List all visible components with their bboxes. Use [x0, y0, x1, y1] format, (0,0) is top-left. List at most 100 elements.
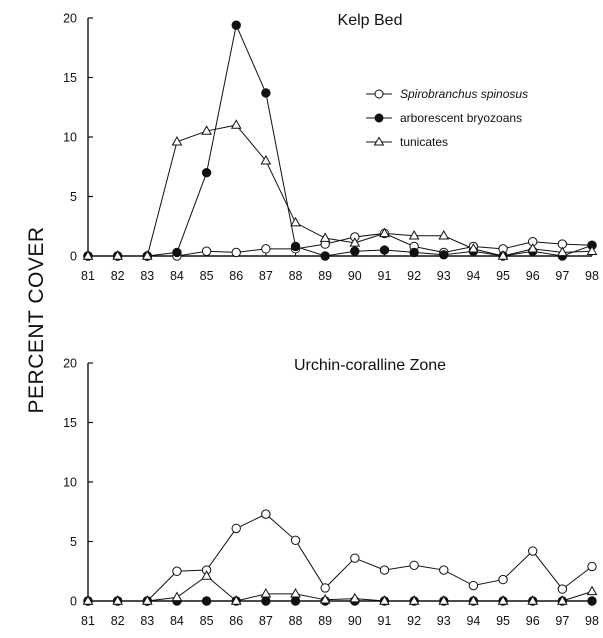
legend: Spirobranchus spinosus arborescent bryoz… — [366, 87, 528, 149]
open-triangle-data-point — [586, 585, 598, 596]
x-tick-label: 90 — [348, 614, 362, 628]
series-line — [88, 513, 593, 602]
open-circle-data-point — [261, 509, 271, 519]
x-tick-label: 85 — [200, 614, 214, 628]
open-triangle-data-point — [438, 595, 450, 605]
x-tick-label: 84 — [170, 614, 184, 628]
x-tick-label: 85 — [200, 269, 214, 283]
open-triangle-data-point — [82, 595, 94, 605]
open-triangle-data-point — [141, 595, 153, 605]
open-triangle-data-point — [527, 595, 539, 605]
open-triangle-data-point — [468, 243, 479, 253]
filled-circle-data-point — [231, 20, 241, 30]
open-circle-data-point — [290, 535, 301, 546]
open-triangle-data-point — [556, 595, 568, 605]
filled-circle-data-point — [409, 247, 419, 258]
legend-label: tunicates — [400, 135, 448, 149]
open-circle-data-point — [409, 560, 419, 570]
open-triangle-data-point — [290, 588, 301, 598]
open-triangle-data-point — [112, 595, 124, 605]
x-tick-label: 83 — [140, 614, 154, 628]
filled-circle-marker-icon — [374, 113, 384, 123]
legend-item-tunicates: tunicates — [366, 135, 448, 149]
x-tick-label: 87 — [259, 269, 273, 283]
x-tick-label: 95 — [496, 269, 510, 283]
y-tick-label: 5 — [70, 535, 77, 549]
filled-circle-data-point — [261, 596, 271, 606]
open-triangle-marker-icon — [373, 136, 385, 146]
open-triangle-data-point — [408, 595, 420, 605]
open-circle-data-point — [261, 244, 271, 254]
open-circle-data-point — [201, 246, 212, 256]
x-tick-label: 83 — [140, 269, 154, 283]
filled-circle-data-point — [320, 251, 330, 261]
open-triangle-data-point — [349, 237, 361, 247]
y-tick-label: 0 — [70, 250, 77, 264]
filled-circle-data-point — [439, 250, 449, 260]
legend-item-spirobranchus: Spirobranchus spinosus — [366, 87, 528, 101]
filled-circle-data-point — [201, 168, 212, 178]
x-tick-label: 91 — [378, 269, 392, 283]
x-tick-label: 84 — [170, 269, 184, 283]
open-circle-data-point — [468, 580, 479, 591]
x-tick-label: 93 — [437, 269, 451, 283]
open-circle-data-point — [320, 583, 330, 593]
y-tick-label: 10 — [63, 131, 77, 145]
filled-circle-data-point — [379, 245, 390, 255]
open-triangle-data-point — [408, 229, 420, 240]
y-tick-label: 0 — [70, 595, 77, 609]
filled-circle-data-point — [290, 241, 301, 252]
open-triangle-data-point — [171, 591, 183, 602]
filled-circle-data-point — [172, 247, 182, 258]
x-tick-label: 86 — [229, 269, 243, 283]
filled-circle-data-point — [350, 246, 360, 256]
open-triangle-data-point — [438, 229, 450, 240]
open-triangle-data-point — [497, 595, 509, 605]
x-tick-label: 96 — [526, 614, 540, 628]
open-circle-data-point — [498, 574, 508, 585]
open-circle-data-point — [528, 546, 538, 556]
open-circle-data-point — [231, 247, 241, 258]
x-tick-label: 94 — [466, 614, 480, 628]
open-circle-data-point — [379, 565, 390, 575]
y-axis-label: PERCENT COVER — [25, 227, 48, 414]
series-line — [88, 23, 593, 257]
y-tick-label: 5 — [70, 190, 77, 204]
y-tick-label: 15 — [63, 71, 77, 85]
open-circle-data-point — [172, 566, 182, 576]
x-tick-label: 81 — [81, 269, 95, 283]
open-triangle-data-point — [201, 570, 212, 580]
x-tick-label: 97 — [555, 614, 569, 628]
x-tick-label: 94 — [466, 269, 480, 283]
filled-circle-data-point — [290, 596, 301, 606]
open-circle-data-point — [231, 523, 241, 534]
open-triangle-data-point — [319, 232, 331, 242]
open-triangle-data-point — [260, 154, 272, 165]
open-triangle-data-point — [468, 595, 479, 605]
open-triangle-data-point — [527, 243, 539, 253]
open-circle-data-point — [587, 561, 597, 572]
panel-title: Urchin-coralline Zone — [294, 357, 446, 374]
open-triangle-data-point — [82, 250, 94, 260]
y-tick-label: 20 — [63, 357, 77, 371]
x-tick-label: 82 — [111, 269, 125, 283]
legend-label: Spirobranchus spinosus — [400, 87, 528, 101]
open-triangle-data-point — [230, 119, 242, 129]
panel-title: Kelp Bed — [338, 12, 403, 29]
x-tick-label: 86 — [229, 614, 243, 628]
x-tick-label: 90 — [348, 269, 362, 283]
panel-urchin-coralline-zone: Urchin-coralline Zone 0 5 10 15 20 81 82 83 84 85 8… — [63, 357, 599, 629]
x-tick-label: 93 — [437, 614, 451, 628]
x-tick-label: 92 — [407, 614, 421, 628]
open-triangle-data-point — [141, 250, 153, 260]
filled-circle-data-point — [261, 88, 271, 98]
open-triangle-data-point — [260, 588, 272, 598]
panel-kelp-bed: Kelp Bed 0 5 10 15 20 81 82 83 84 85 86 87 88 89 90 91 92… — [63, 12, 599, 284]
x-tick-label: 87 — [259, 614, 273, 628]
x-tick-label: 81 — [81, 614, 95, 628]
open-triangle-data-point — [290, 216, 301, 227]
x-tick-label: 88 — [289, 614, 303, 628]
open-triangle-data-point — [171, 135, 183, 146]
x-tick-label: 91 — [378, 614, 392, 628]
open-triangle-data-point — [586, 245, 598, 255]
